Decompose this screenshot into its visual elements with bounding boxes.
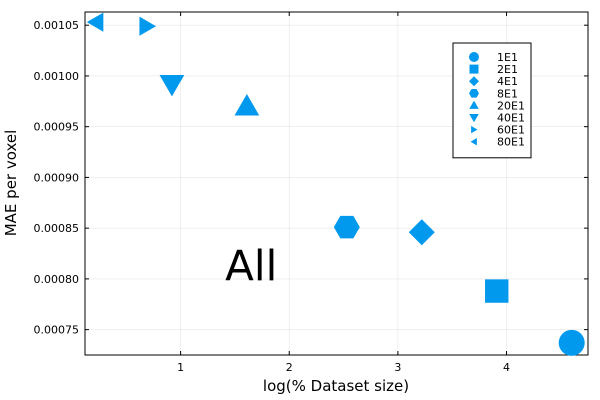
y-tick-label: 0.00075 [34,324,80,337]
plot-frame [84,11,589,356]
x-axis-title: log(% Dataset size) [263,377,409,395]
y-axis-title: MAE per voxel [2,130,20,237]
legend-marker-40e1 [469,114,479,123]
legend-label: 20E1 [497,99,525,112]
axis-layer: 1 2 3 4 0.00075 0.00080 0.00085 0.00090 0.00095 0… [34,11,589,374]
legend-marker-1e1 [469,52,479,62]
x-tick-label: 3 [394,361,401,374]
data-point-4e1 [408,219,435,246]
legend-label: 60E1 [497,124,525,137]
legend-marker-80e1 [470,138,477,146]
data-point-20e1 [234,94,260,116]
data-point-8e1 [333,215,360,239]
legend-marker-4e1 [469,76,479,87]
data-point-60e1 [139,16,157,36]
data-point-2e1 [485,279,509,303]
y-tick-label: 0.00090 [34,171,80,184]
legend-label: 1E1 [497,51,518,64]
legend-label: 8E1 [497,87,518,100]
legend-marker-2e1 [469,64,479,74]
data-point-40e1 [159,74,185,97]
legend-label: 80E1 [497,136,525,149]
y-tick-label: 0.00100 [34,70,80,83]
points-layer [86,12,585,356]
y-tick-label: 0.00085 [34,222,80,235]
data-point-1e1 [558,329,585,356]
x-tick-label: 2 [286,361,293,374]
y-tick-label: 0.00080 [34,273,80,286]
y-tick-label: 0.00095 [34,121,80,134]
x-tick-label: 4 [503,361,510,374]
legend-label: 2E1 [497,63,518,76]
legend-marker-20e1 [469,100,479,109]
data-point-80e1 [86,12,104,32]
y-tick-label: 0.00105 [34,19,80,32]
legend-box [452,42,532,159]
annotation-text: All [225,242,277,291]
legend-label: 40E1 [497,112,525,125]
x-tick-label: 1 [177,361,184,374]
legend-marker-8e1 [469,88,479,98]
legend-label: 4E1 [497,75,518,88]
legend-marker-60e1 [471,125,478,134]
